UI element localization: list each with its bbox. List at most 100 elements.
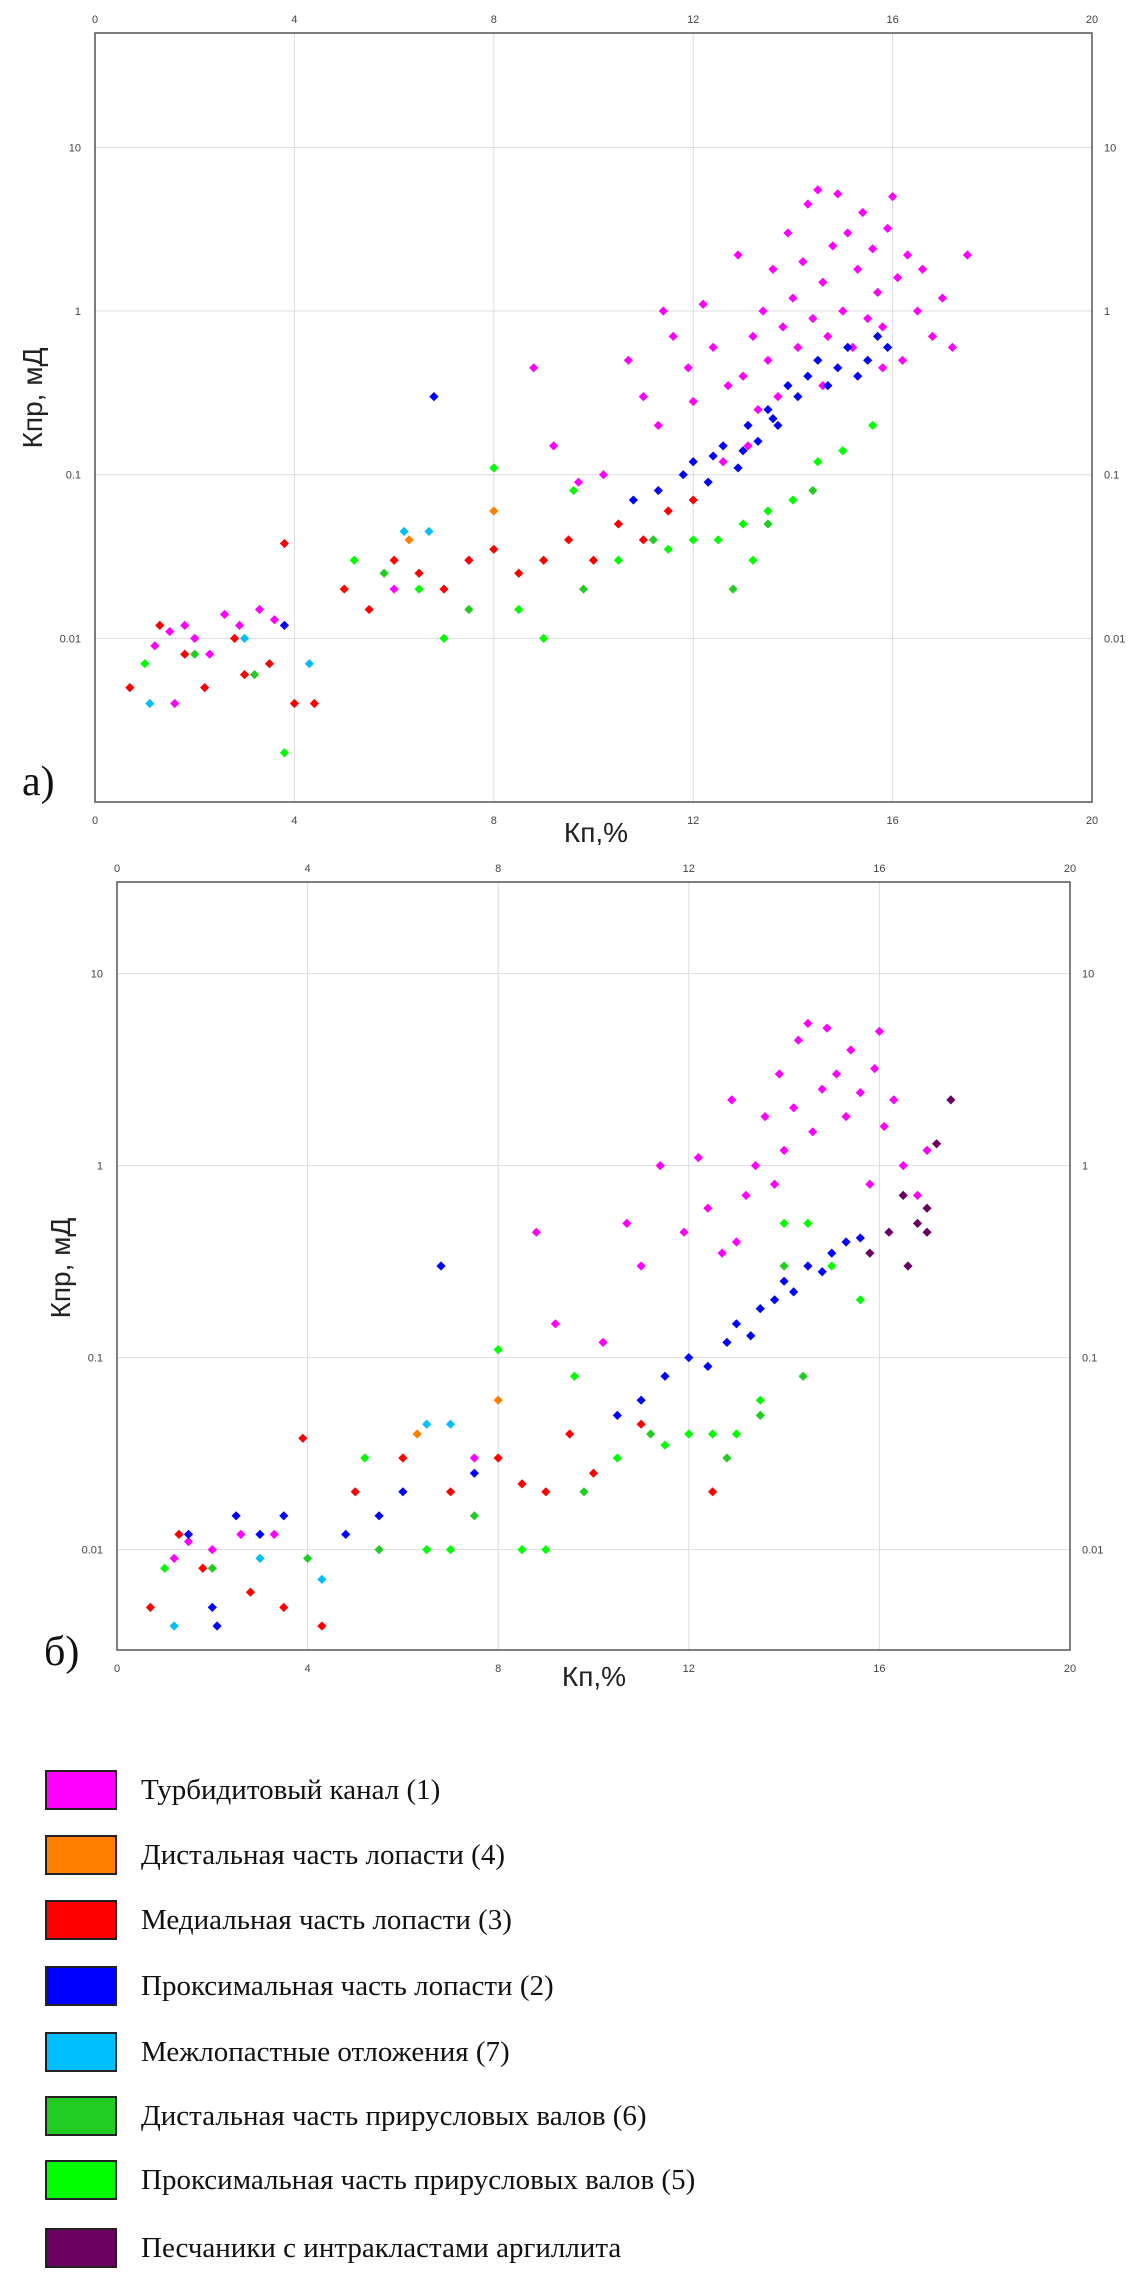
data-point xyxy=(755,1395,765,1405)
data-point xyxy=(145,698,155,709)
data-point xyxy=(174,1529,184,1540)
scatter-chart-b: 0 0 4 4 8 8 12 12 16 16 20 20 0.01 0.01 0.1 0.1 1 1 10 10 К… xyxy=(44,863,1103,1692)
x-tick-label: 8 xyxy=(495,1663,501,1675)
data-point xyxy=(718,457,728,467)
data-point xyxy=(598,470,609,480)
y-tick-label: 1 xyxy=(75,306,81,318)
data-point xyxy=(229,633,240,643)
data-point xyxy=(703,477,713,487)
data-point xyxy=(828,241,838,251)
x-tick-label-top: 0 xyxy=(114,863,120,875)
data-point xyxy=(817,1267,827,1277)
data-point xyxy=(773,392,783,402)
data-point xyxy=(588,1468,599,1478)
x-tick-label-top: 12 xyxy=(687,14,699,26)
data-point xyxy=(746,1331,756,1341)
y-tick-label-right: 0.1 xyxy=(1082,1353,1097,1365)
data-point xyxy=(833,363,843,373)
data-point xyxy=(588,555,599,565)
x-tick-label-top: 12 xyxy=(683,863,695,875)
data-point xyxy=(239,633,250,643)
y-tick-label: 0.01 xyxy=(60,633,81,645)
data-point xyxy=(303,1553,313,1563)
data-point xyxy=(445,1419,456,1429)
data-point xyxy=(688,457,698,467)
data-point xyxy=(947,342,958,352)
data-point xyxy=(541,1545,551,1555)
data-point xyxy=(404,535,414,545)
data-point xyxy=(578,584,589,594)
data-point xyxy=(169,1621,179,1631)
data-point xyxy=(760,1111,770,1122)
data-point xyxy=(269,1529,279,1540)
data-point xyxy=(638,392,648,402)
data-point xyxy=(469,1468,479,1478)
data-point xyxy=(827,1261,837,1271)
data-point xyxy=(748,555,758,565)
legend-swatch xyxy=(45,1966,117,2006)
data-point xyxy=(636,1395,646,1405)
legend-swatch xyxy=(45,2096,117,2136)
data-point xyxy=(200,683,210,693)
data-point xyxy=(317,1574,327,1584)
data-point xyxy=(738,519,748,529)
data-point xyxy=(198,1563,208,1573)
data-point xyxy=(708,451,718,461)
data-point xyxy=(190,633,200,643)
data-point xyxy=(827,1248,837,1258)
legend-swatch xyxy=(45,1900,117,1940)
data-point xyxy=(779,1218,789,1229)
data-point xyxy=(902,250,913,260)
data-point xyxy=(718,441,728,451)
data-point xyxy=(813,355,823,365)
data-point xyxy=(931,1139,942,1149)
data-point xyxy=(623,355,633,365)
data-point xyxy=(207,1602,217,1613)
data-point xyxy=(579,1487,589,1497)
data-point xyxy=(873,287,883,297)
data-point xyxy=(684,1353,694,1363)
data-point xyxy=(808,313,818,324)
x-tick-label: 4 xyxy=(291,815,297,827)
x-tick-label: 20 xyxy=(1086,815,1098,827)
data-point xyxy=(879,1121,889,1132)
data-point xyxy=(946,1095,956,1105)
data-point xyxy=(612,1453,622,1463)
data-point xyxy=(768,414,778,424)
data-point xyxy=(234,620,245,630)
data-point xyxy=(878,322,888,332)
data-point xyxy=(912,1190,923,1200)
data-point xyxy=(843,228,853,238)
data-point xyxy=(180,620,190,630)
data-point xyxy=(255,1529,265,1540)
x-tick-label: 0 xyxy=(114,1663,120,1675)
data-point xyxy=(822,1023,832,1033)
data-point xyxy=(678,470,688,480)
data-point xyxy=(613,519,624,529)
data-point xyxy=(789,1103,799,1113)
data-point xyxy=(622,1218,632,1229)
legend-swatch xyxy=(45,2032,117,2072)
data-point xyxy=(212,1621,222,1631)
data-point xyxy=(698,299,708,309)
data-point xyxy=(422,1545,432,1555)
legend-item: Турбидитовый канал (1) xyxy=(45,1768,440,1812)
data-point xyxy=(350,1487,360,1497)
data-point xyxy=(239,670,250,680)
data-point xyxy=(743,441,753,451)
data-point xyxy=(846,1045,856,1055)
data-point xyxy=(493,1395,503,1405)
data-point xyxy=(728,584,738,594)
data-point xyxy=(636,1261,646,1271)
data-point xyxy=(660,1440,670,1450)
y-tick-label-right: 0.01 xyxy=(1082,1545,1103,1557)
data-point xyxy=(398,1487,408,1497)
data-point xyxy=(883,223,893,233)
data-point xyxy=(818,381,828,391)
data-point xyxy=(298,1433,308,1443)
data-point xyxy=(773,420,783,431)
data-point xyxy=(165,626,175,637)
data-point xyxy=(803,1018,813,1029)
legend-swatch xyxy=(45,2160,117,2200)
data-point xyxy=(788,495,798,505)
